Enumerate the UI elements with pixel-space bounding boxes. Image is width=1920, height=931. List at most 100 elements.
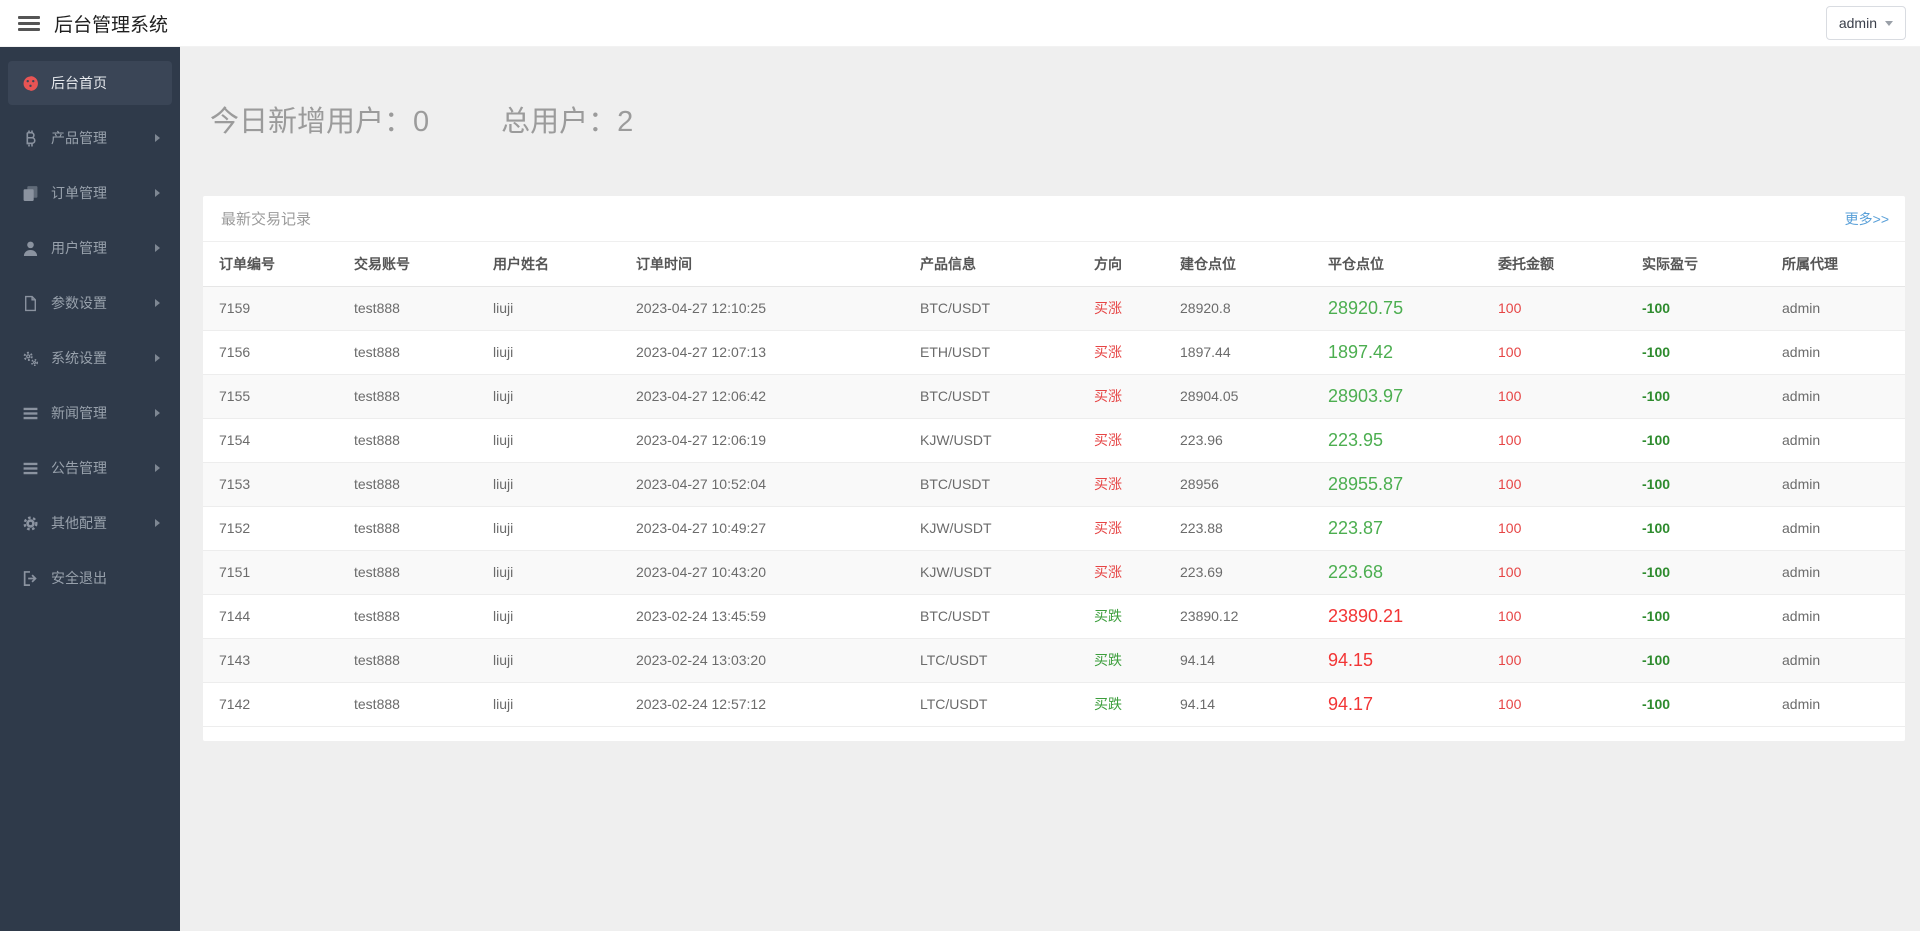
cell-account: test888: [338, 506, 477, 551]
cell-product: BTC/USDT: [904, 594, 1078, 639]
cell-order-id: 7142: [203, 682, 338, 727]
sidebar-item-users[interactable]: 用户管理: [8, 226, 172, 270]
cell-order-id: 7159: [203, 286, 338, 331]
table-row: 7142 test888 liuji 2023-02-24 12:57:12 LTC/U…: [203, 682, 1905, 727]
sidebar-item-announcements[interactable]: 公告管理: [8, 446, 172, 490]
cell-close-price: 23890.21: [1312, 594, 1482, 639]
cell-amount: 100: [1482, 286, 1626, 331]
chevron-down-icon: [1885, 20, 1893, 26]
cell-amount: 100: [1482, 506, 1626, 551]
cell-direction: 买涨: [1078, 374, 1164, 419]
menu-toggle-icon[interactable]: [18, 15, 40, 31]
cell-order-id: 7151: [203, 550, 338, 595]
sidebar-item-home[interactable]: 后台首页: [8, 61, 172, 105]
col-open-price: 建仓点位: [1164, 242, 1312, 287]
cell-agent: admin: [1766, 462, 1905, 507]
sidebar-item-label: 产品管理: [51, 130, 107, 146]
gear-icon: [22, 515, 39, 532]
sidebar-item-parameters[interactable]: 参数设置: [8, 281, 172, 325]
cell-product: LTC/USDT: [904, 682, 1078, 727]
cell-agent: admin: [1766, 594, 1905, 639]
cell-close-price: 28955.87: [1312, 462, 1482, 507]
cell-agent: admin: [1766, 550, 1905, 595]
more-link[interactable]: 更多>>: [1844, 210, 1889, 227]
col-close-price: 平仓点位: [1312, 242, 1482, 287]
total-users-value: 2: [617, 106, 634, 138]
sidebar-item-label: 订单管理: [51, 185, 107, 201]
cell-order-id: 7155: [203, 374, 338, 419]
cell-close-price: 223.87: [1312, 506, 1482, 551]
cell-agent: admin: [1766, 418, 1905, 463]
cell-amount: 100: [1482, 330, 1626, 375]
sidebar-item-orders[interactable]: 订单管理: [8, 171, 172, 215]
cell-account: test888: [338, 286, 477, 331]
cell-pnl: -100: [1626, 594, 1766, 639]
cell-agent: admin: [1766, 506, 1905, 551]
col-direction: 方向: [1078, 242, 1164, 287]
cell-pnl: -100: [1626, 418, 1766, 463]
cell-direction: 买跌: [1078, 594, 1164, 639]
new-users-value: 0: [413, 106, 430, 138]
cell-open-price: 28956: [1164, 462, 1312, 507]
cell-order-time: 2023-02-24 12:57:12: [620, 682, 904, 727]
cell-direction: 买涨: [1078, 330, 1164, 375]
table-row: 7151 test888 liuji 2023-04-27 10:43:20 KJW/U…: [203, 550, 1905, 595]
user-dropdown[interactable]: admin: [1825, 6, 1906, 40]
cell-close-price: 223.95: [1312, 418, 1482, 463]
cell-pnl: -100: [1626, 286, 1766, 331]
table-row: 7152 test888 liuji 2023-04-27 10:49:27 KJW/U…: [203, 506, 1905, 551]
user-stats: 今日新增用户：0 总用户：2: [210, 98, 1920, 140]
cell-product: KJW/USDT: [904, 506, 1078, 551]
cell-account: test888: [338, 374, 477, 419]
sidebar-item-system[interactable]: 系统设置: [8, 336, 172, 380]
cell-open-price: 223.88: [1164, 506, 1312, 551]
cell-amount: 100: [1482, 594, 1626, 639]
cell-open-price: 94.14: [1164, 682, 1312, 727]
sidebar-item-label: 后台首页: [51, 75, 107, 91]
app-title: 后台管理系统: [54, 14, 169, 36]
cell-agent: admin: [1766, 286, 1905, 331]
bitcoin-icon: [22, 130, 39, 147]
col-agent: 所属代理: [1766, 242, 1905, 287]
list-icon: [22, 405, 39, 422]
cell-open-price: 23890.12: [1164, 594, 1312, 639]
chevron-right-icon: [155, 464, 160, 472]
sidebar-item-other-config[interactable]: 其他配置: [8, 501, 172, 545]
sidebar-item-label: 系统设置: [51, 350, 107, 366]
cell-agent: admin: [1766, 374, 1905, 419]
cell-order-id: 7144: [203, 594, 338, 639]
cell-product: LTC/USDT: [904, 638, 1078, 683]
cell-direction: 买涨: [1078, 550, 1164, 595]
cell-product: KJW/USDT: [904, 550, 1078, 595]
cell-order-time: 2023-04-27 10:52:04: [620, 462, 904, 507]
cell-order-id: 7153: [203, 462, 338, 507]
sidebar: 后台首页 产品管理 订单管理 用户管理 参数设置 系统设置: [0, 47, 180, 931]
new-users-stat: 今日新增用户：0: [210, 98, 429, 140]
table-row: 7144 test888 liuji 2023-02-24 13:45:59 BTC/U…: [203, 594, 1905, 639]
cell-close-price: 94.15: [1312, 638, 1482, 683]
cell-direction: 买涨: [1078, 462, 1164, 507]
user-icon: [22, 240, 39, 257]
sidebar-item-news[interactable]: 新闻管理: [8, 391, 172, 435]
cell-order-id: 7156: [203, 330, 338, 375]
top-header: 后台管理系统 admin: [0, 0, 1920, 47]
cell-account: test888: [338, 418, 477, 463]
cell-direction: 买涨: [1078, 418, 1164, 463]
sidebar-item-logout[interactable]: 安全退出: [8, 556, 172, 600]
cell-agent: admin: [1766, 638, 1905, 683]
cell-product: BTC/USDT: [904, 462, 1078, 507]
sidebar-item-label: 安全退出: [51, 570, 107, 586]
sidebar-item-label: 新闻管理: [51, 405, 107, 421]
file-icon: [22, 295, 39, 312]
col-product: 产品信息: [904, 242, 1078, 287]
sidebar-item-label: 其他配置: [51, 515, 107, 531]
col-account: 交易账号: [338, 242, 477, 287]
table-row: 7155 test888 liuji 2023-04-27 12:06:42 BTC/U…: [203, 374, 1905, 419]
cell-account: test888: [338, 682, 477, 727]
panel-title: 最新交易记录: [221, 211, 312, 228]
chevron-right-icon: [155, 299, 160, 307]
cell-user-name: liuji: [477, 506, 620, 551]
cell-open-price: 223.69: [1164, 550, 1312, 595]
sidebar-item-products[interactable]: 产品管理: [8, 116, 172, 160]
cell-order-time: 2023-02-24 13:45:59: [620, 594, 904, 639]
